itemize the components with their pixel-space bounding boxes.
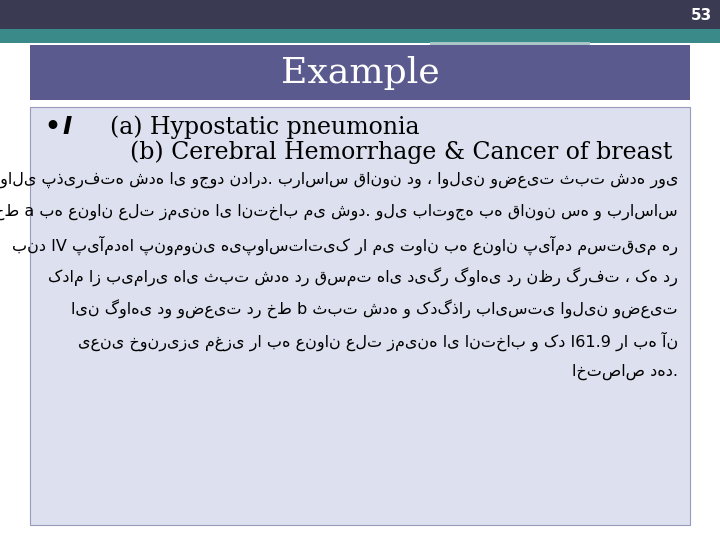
- Bar: [430, 29, 720, 43]
- Bar: [30, 45, 690, 100]
- Text: یعنی خونریزی مغزی را به عنوان علت زمینه ای انتخاب و کد I61.9 را به آن: یعنی خونریزی مغزی را به عنوان علت زمینه …: [78, 332, 678, 352]
- Text: کدام از بیماری های ثبت شده در قسمت های دیگر گواهی در نظر گرفت ، که در: کدام از بیماری های ثبت شده در قسمت های د…: [48, 268, 678, 287]
- Text: 53: 53: [690, 9, 712, 24]
- Text: •: •: [44, 115, 60, 139]
- Text: (a) Hypostatic pneumonia: (a) Hypostatic pneumonia: [110, 115, 420, 139]
- Bar: [0, 29, 430, 43]
- Bar: [30, 107, 690, 525]
- Bar: [430, 42, 590, 56]
- Text: I: I: [62, 115, 71, 139]
- Text: توالی پذیرفته شده ای وجود ندارد. براساس قانون دو ، اولین وضعیت ثبت شده روی: توالی پذیرفته شده ای وجود ندارد. براساس …: [0, 172, 678, 188]
- Text: اختصاص دهد.: اختصاص دهد.: [572, 364, 678, 380]
- Text: این گواهی دو وضعیت در خط b ثبت شده و کدگذار بایستی اولین وضعیت: این گواهی دو وضعیت در خط b ثبت شده و کدگ…: [71, 300, 678, 319]
- Text: (b) Cerebral Hemorrhage & Cancer of breast: (b) Cerebral Hemorrhage & Cancer of brea…: [130, 140, 672, 164]
- Text: بند IV پیآمدها پنومونی هیپواستاتیک را می توان به عنوان پیآمد مستقیم هر: بند IV پیآمدها پنومونی هیپواستاتیک را می…: [12, 236, 678, 255]
- Bar: [0, 0, 720, 30]
- Bar: [430, 55, 550, 69]
- Text: Example: Example: [281, 56, 439, 90]
- Text: خط a به عنوان علت زمینه ای انتخاب می شود. ولی باتوجه به قانون سه و براساس: خط a به عنوان علت زمینه ای انتخاب می شود…: [0, 204, 678, 220]
